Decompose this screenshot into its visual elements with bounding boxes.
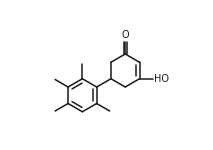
- Text: HO: HO: [154, 74, 169, 84]
- Text: O: O: [121, 30, 129, 40]
